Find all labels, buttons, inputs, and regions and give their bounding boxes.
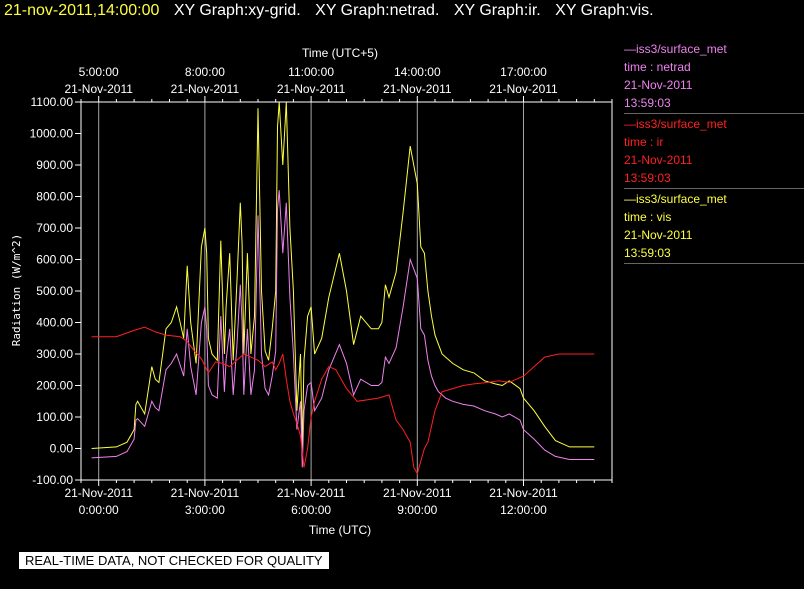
legend-field: time : ir xyxy=(624,135,664,149)
series-line-1 xyxy=(91,190,595,468)
x-tick-label-time: 9:00:00 xyxy=(397,503,437,517)
legend-source: —iss3/surface_met xyxy=(624,117,727,131)
x-tick-label-time: 3:00:00 xyxy=(185,503,225,517)
series-layer xyxy=(91,101,595,476)
legend-field: time : vis xyxy=(624,210,672,224)
legend-item-netrad[interactable]: —iss3/surface_met time : netrad 21-Nov-2… xyxy=(624,40,804,114)
legend: —iss3/surface_met time : netrad 21-Nov-2… xyxy=(624,40,804,265)
x2-tick-label-time: 8:00:00 xyxy=(185,65,225,79)
x-tick-label-time: 12:00:00 xyxy=(500,503,547,517)
legend-time: 13:59:03 xyxy=(624,171,671,185)
x2-tick-label-date: 21-Nov-2011 xyxy=(171,82,240,96)
x2-tick-label-date: 21-Nov-2011 xyxy=(383,82,452,96)
legend-item-vis[interactable]: —iss3/surface_met time : vis 21-Nov-2011… xyxy=(624,190,804,264)
graph-link-xy-grid[interactable]: XY Graph:xy-grid. xyxy=(173,2,301,19)
legend-source: —iss3/surface_met xyxy=(624,192,727,206)
legend-source: —iss3/surface_met xyxy=(624,42,727,56)
x-tick-label-time: 6:00:00 xyxy=(291,503,331,517)
y-tick-label: 1000.00 xyxy=(30,127,74,141)
x-tick-label-date: 21-Nov-2011 xyxy=(489,486,558,500)
y-tick-label: 600.00 xyxy=(36,253,73,267)
x2-tick-label-date: 21-Nov-2011 xyxy=(277,82,346,96)
x-tick-label-time: 0:00:00 xyxy=(79,503,119,517)
graph-link-ir[interactable]: XY Graph:ir. xyxy=(453,2,541,19)
y-tick-label: 100.00 xyxy=(36,410,73,424)
x2-tick-label-date: 21-Nov-2011 xyxy=(489,82,558,96)
legend-date: 21-Nov-2011 xyxy=(624,153,693,167)
x2-tick-label-time: 11:00:00 xyxy=(288,65,334,79)
x2-tick-label-time: 5:00:00 xyxy=(79,65,119,79)
x2-tick-label-date: 21-Nov-2011 xyxy=(64,82,133,96)
y-tick-label: 800.00 xyxy=(36,190,73,204)
legend-date: 21-Nov-2011 xyxy=(624,78,693,92)
y-tick-label: 900.00 xyxy=(36,158,73,172)
y-tick-label: 0.00 xyxy=(50,442,74,456)
series-line-2 xyxy=(91,326,595,476)
y-tick-label: 300.00 xyxy=(36,347,73,361)
x-tick-label-date: 21-Nov-2011 xyxy=(171,486,240,500)
legend-time: 13:59:03 xyxy=(624,246,671,260)
y-tick-label: 500.00 xyxy=(36,284,73,298)
y-tick-label: 400.00 xyxy=(36,316,73,330)
y-tick-label: 200.00 xyxy=(36,379,73,393)
timestamp: 21-nov-2011,14:00:00 xyxy=(4,2,160,19)
y-tick-label: -100.00 xyxy=(32,473,73,487)
x-tick-label-date: 21-Nov-2011 xyxy=(383,486,452,500)
quality-disclaimer: REAL-TIME DATA, NOT CHECKED FOR QUALITY xyxy=(19,552,329,569)
x-tick-label-date: 21-Nov-2011 xyxy=(64,486,133,500)
series-line-0 xyxy=(91,101,595,449)
y-axis-label: Radiation (W/m^2) xyxy=(10,234,23,347)
legend-item-ir[interactable]: —iss3/surface_met time : ir 21-Nov-2011 … xyxy=(624,115,804,189)
y-tick-label: 700.00 xyxy=(36,221,73,235)
y-tick-label: 1100.00 xyxy=(31,95,74,109)
x2-tick-label-time: 17:00:00 xyxy=(500,65,547,79)
x2-tick-label-time: 14:00:00 xyxy=(394,65,441,79)
x-tick-label-date: 21-Nov-2011 xyxy=(277,486,346,500)
top-axis-label: Time (UTC+5) xyxy=(302,46,378,60)
grid-layer xyxy=(98,102,524,480)
legend-date: 21-Nov-2011 xyxy=(624,228,693,242)
legend-field: time : netrad xyxy=(624,60,691,74)
legend-time: 13:59:03 xyxy=(624,96,671,110)
graph-link-vis[interactable]: XY Graph:vis. xyxy=(555,2,654,19)
title-bar: 21-nov-2011,14:00:00 XY Graph:xy-grid. X… xyxy=(4,2,654,20)
x-axis-label: Time (UTC) xyxy=(309,523,371,537)
graph-link-netrad[interactable]: XY Graph:netrad. xyxy=(315,2,440,19)
axis-layer: 21-Nov-2011 0:00:00 5:00:00 21-Nov-2011 21-N… xyxy=(30,65,613,517)
